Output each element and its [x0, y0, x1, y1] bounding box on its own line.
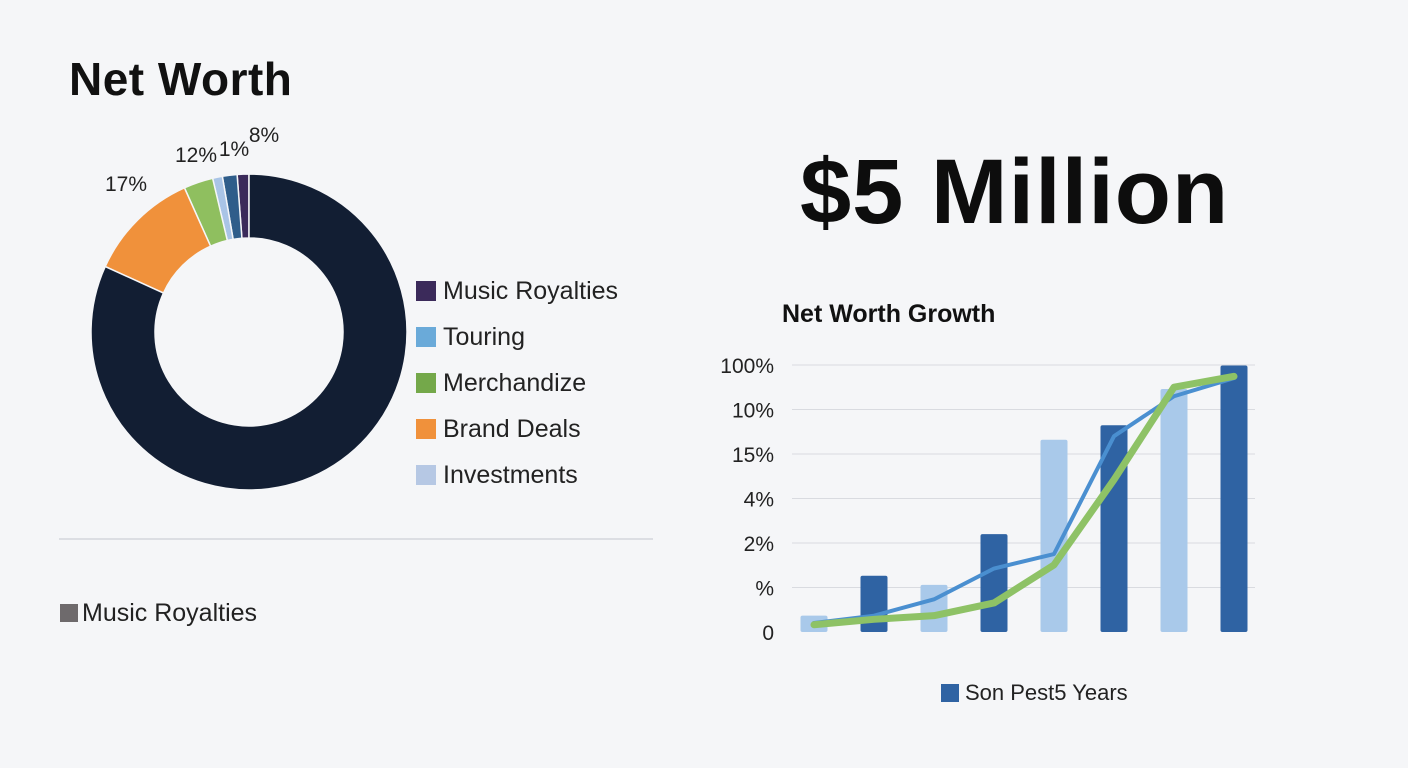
growth-bar [980, 534, 1008, 632]
page-title: Net Worth [69, 53, 293, 105]
legend-swatch [60, 604, 78, 622]
legend-label: Music Royalties [443, 276, 619, 305]
net-worth-growth-chart: 0% 2% 4% 15% 10% 100% [720, 355, 1255, 645]
legend-swatch [416, 465, 436, 485]
growth-line [810, 372, 1238, 629]
y-tick-label: % [755, 578, 774, 601]
legend-label: Son Pest5 Years [965, 680, 1128, 705]
y-tick-label: 0 [762, 622, 774, 645]
divider [59, 538, 653, 540]
legend-swatch [416, 281, 436, 301]
legend-label: Music Royalties [82, 598, 258, 627]
y-tick-label: 4% [744, 489, 774, 512]
growth-bar [1040, 439, 1068, 632]
legend-swatch [416, 373, 436, 393]
legend-label: Touring [443, 322, 525, 351]
net-worth-donut-chart: 8%1%12% 17% [90, 124, 408, 491]
slice-label: 17% [105, 173, 147, 196]
growth-bar [1220, 365, 1248, 632]
y-tick-label: 2% [744, 533, 774, 556]
donut-slice [90, 173, 408, 491]
y-tick-label: 15% [732, 444, 774, 467]
legend-item-touring: Touring [416, 314, 656, 360]
growth-bar [920, 584, 948, 632]
legend-label: Brand Deals [443, 414, 581, 443]
slice-label: 1% [219, 138, 249, 161]
legend-swatch [416, 327, 436, 347]
growth-bar [1100, 425, 1128, 632]
legend-label: Investments [443, 460, 578, 489]
growth-legend: Son Pest5 Years [941, 680, 1128, 706]
legend-item-music-royalties: Music Royalties [416, 268, 656, 314]
growth-chart-title: Net Worth Growth [782, 300, 996, 328]
legend-item-merchandize: Merchandize [416, 360, 656, 406]
y-tick-label: 100% [720, 355, 774, 378]
slice-label: 12% [175, 144, 217, 167]
legend-label: Merchandize [443, 368, 587, 397]
legend-swatch [416, 419, 436, 439]
legend-swatch [941, 684, 959, 702]
donut-legend: Music Royalties Touring Merchandize Bran… [416, 268, 656, 498]
slice-label: 8% [249, 124, 279, 147]
y-tick-label: 10% [732, 400, 774, 423]
growth-bar [1160, 389, 1188, 632]
legend-item-investments: Investments [416, 452, 656, 498]
legend-item-brand-deals: Brand Deals [416, 406, 656, 452]
net-worth-value: $5 Million [800, 141, 1230, 243]
secondary-legend-item: Music Royalties [60, 590, 257, 636]
